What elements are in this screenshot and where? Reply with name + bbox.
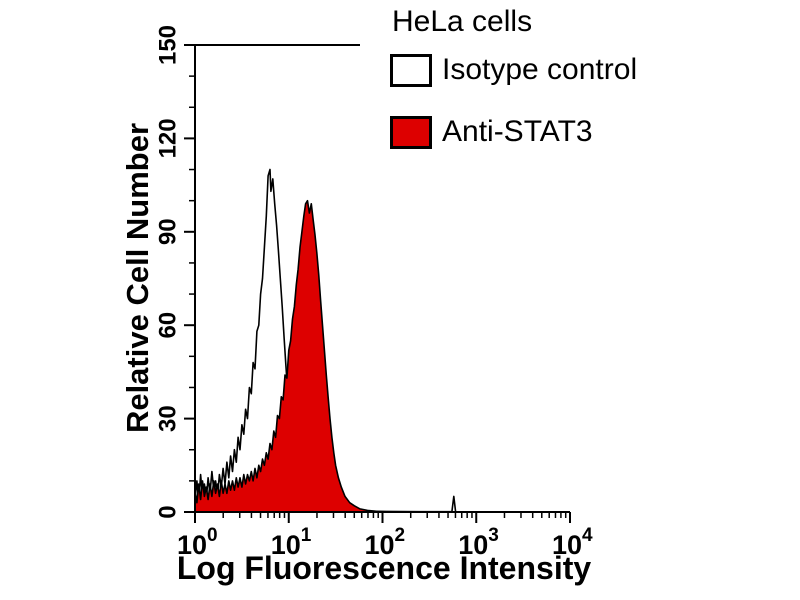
y-tick-label: 30 bbox=[154, 405, 181, 432]
y-tick-label: 60 bbox=[154, 312, 181, 339]
series-anti-stat3 bbox=[194, 199, 392, 513]
legend: HeLa cells Isotype control Anti-STAT3 bbox=[390, 5, 637, 177]
legend-item-anti-stat3: Anti-STAT3 bbox=[390, 115, 637, 149]
y-tick-label: 90 bbox=[154, 218, 181, 245]
legend-item-isotype-control: Isotype control bbox=[390, 53, 637, 87]
isotype-control-swatch-icon bbox=[390, 53, 432, 87]
x-axis-label: Log Fluorescence Intensity bbox=[176, 550, 592, 586]
anti-stat3-swatch-icon bbox=[390, 115, 432, 149]
legend-label-anti-stat3: Anti-STAT3 bbox=[442, 115, 593, 148]
y-tick-label: 150 bbox=[154, 25, 181, 65]
chart-title: HeLa cells bbox=[392, 5, 533, 38]
y-tick-label: 0 bbox=[154, 505, 181, 518]
legend-label-isotype-control: Isotype control bbox=[442, 53, 638, 86]
y-axis-label: Relative Cell Number bbox=[120, 122, 155, 434]
y-tick-label: 120 bbox=[154, 118, 181, 158]
